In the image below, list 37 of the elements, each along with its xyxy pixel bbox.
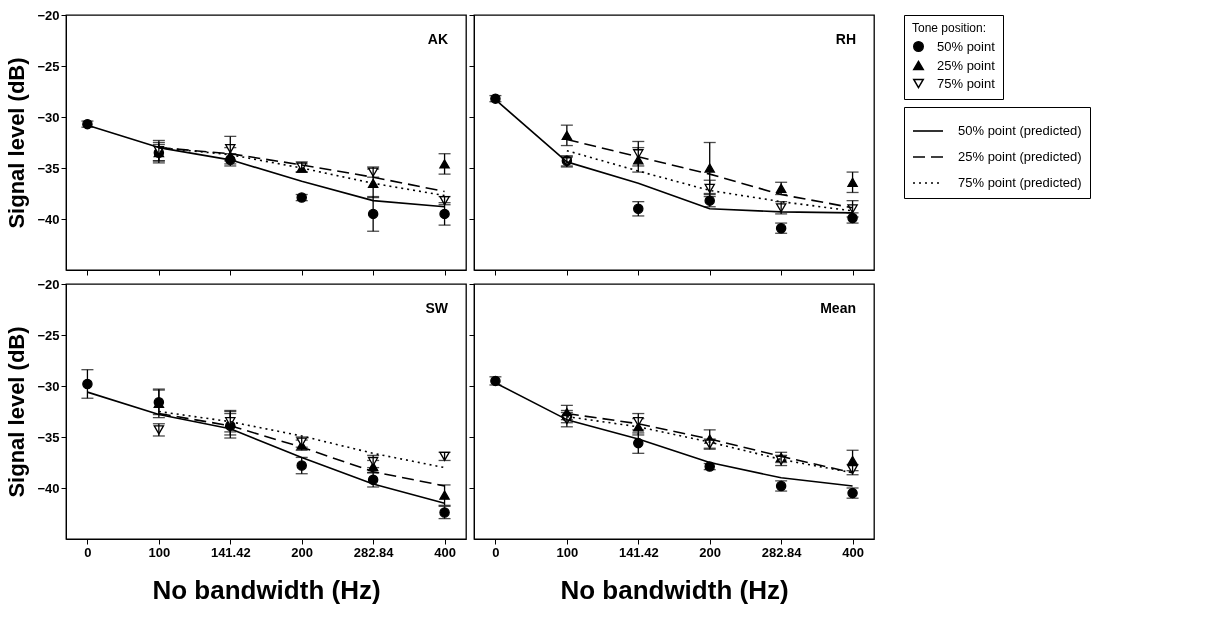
annotation: RH — [835, 31, 856, 47]
x-tick-label: 200 — [699, 544, 722, 560]
legend-title: Tone position: — [912, 21, 987, 35]
legend-label: 50% point (predicted) — [958, 123, 1082, 138]
legend-label: 25% point (predicted) — [958, 149, 1082, 164]
annotation: Mean — [820, 300, 856, 316]
x-tick-label: 200 — [291, 544, 314, 560]
x-tick-label: 400 — [434, 544, 456, 560]
x-tick-label: 282.84 — [353, 544, 395, 560]
y-tick-label: −35 — [37, 160, 60, 176]
legend-label: 75% point (predicted) — [958, 175, 1082, 190]
x-tick-label: 141.42 — [210, 544, 251, 560]
y-axis-title: Signal level (dB) — [4, 326, 30, 498]
x-tick-label: 100 — [556, 544, 579, 560]
x-tick-label: 0 — [84, 544, 92, 560]
x-tick-label: 141.42 — [618, 544, 659, 560]
y-tick-label: −25 — [37, 327, 60, 343]
legend-label: 25% point — [937, 57, 996, 73]
y-axis-title: Signal level (dB) — [4, 57, 30, 229]
annotation: SW — [425, 300, 449, 316]
x-axis-title: No bandwidth (Hz) — [152, 574, 381, 605]
x-axis-title: No bandwidth (Hz) — [560, 574, 789, 605]
x-tick-label: 400 — [842, 544, 864, 560]
y-tick-label: −20 — [37, 276, 60, 292]
x-tick-label: 0 — [492, 544, 500, 560]
legend-label: 75% point — [937, 75, 996, 91]
annotation: AK — [427, 31, 448, 47]
x-tick-label: 100 — [148, 544, 171, 560]
legend-label: 50% point — [937, 38, 996, 54]
y-tick-label: −30 — [37, 378, 60, 394]
y-tick-label: −25 — [37, 58, 60, 74]
y-tick-label: −40 — [37, 211, 60, 227]
y-tick-label: −20 — [37, 7, 60, 23]
y-tick-label: −30 — [37, 109, 60, 125]
y-tick-label: −40 — [37, 480, 60, 496]
x-tick-label: 282.84 — [761, 544, 803, 560]
y-tick-label: −35 — [37, 429, 60, 445]
